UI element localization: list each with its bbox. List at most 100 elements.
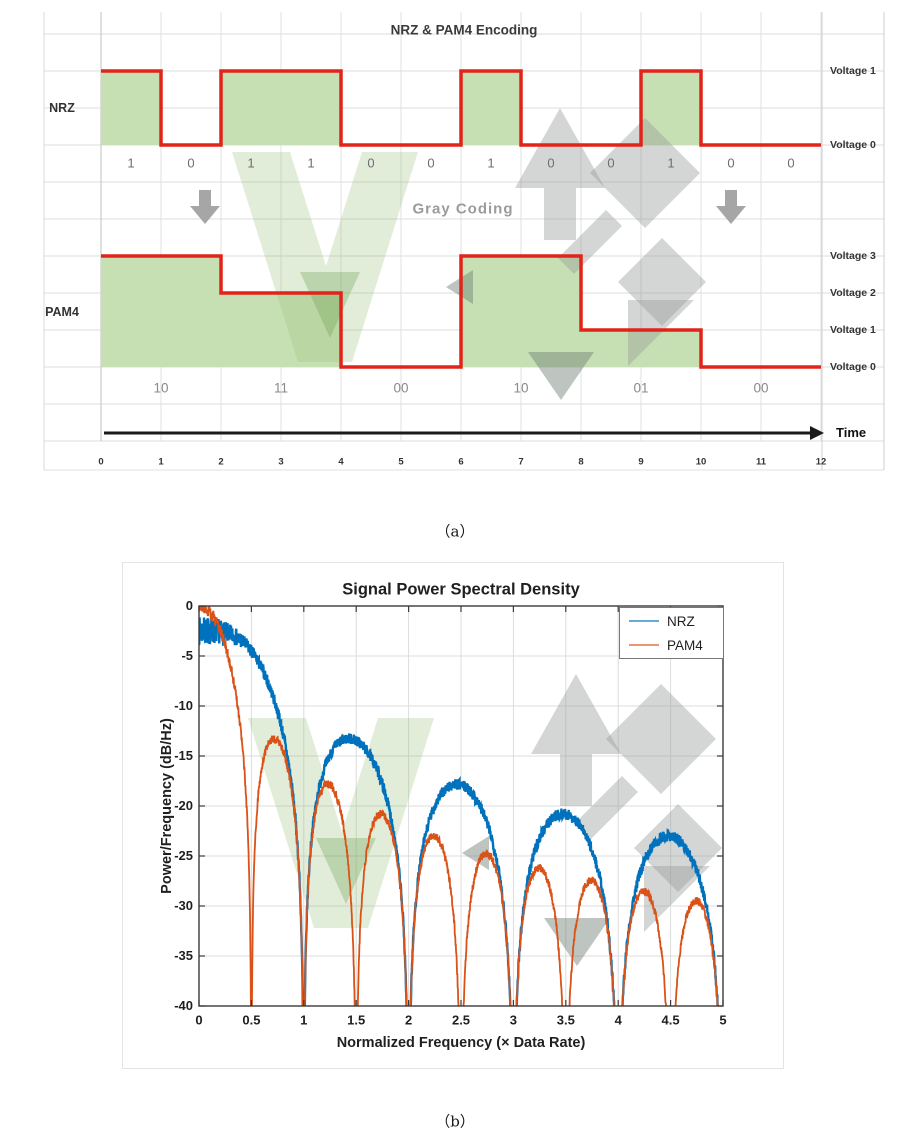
watermark-left-triangle	[462, 836, 489, 870]
pam4-legend-line-swatch	[629, 644, 659, 646]
psd-legend: NRZ PAM4	[619, 607, 724, 659]
nrz-legend-line-swatch	[629, 620, 659, 622]
nrz-bit-label: 0	[367, 155, 375, 171]
pam4-symbol-fill	[221, 293, 341, 367]
watermark-up-arrow-head	[531, 674, 621, 754]
nrz-legend-label: NRZ	[667, 613, 695, 629]
time-tick-label: 10	[695, 456, 707, 468]
psd-y-tick-label: -20	[174, 798, 193, 813]
time-tick-label: 5	[398, 456, 404, 468]
watermark-slash-bar	[558, 210, 622, 274]
nrz-bit-label: 1	[127, 155, 135, 171]
time-tick-label: 3	[278, 456, 284, 468]
nrz-bit-label: 0	[187, 155, 195, 171]
time-tick-label: 0	[98, 456, 104, 468]
down-arrow-icon	[190, 190, 220, 224]
nrz-bit-label: 1	[307, 155, 315, 171]
psd-x-tick-label: 1.5	[347, 1012, 366, 1028]
time-tick-label: 7	[518, 456, 524, 468]
encoding-diagram-canvas	[43, 12, 885, 471]
nrz-bit-fill	[281, 71, 341, 145]
psd-y-tick-label: 0	[185, 598, 193, 613]
pam4-legend-label: PAM4	[667, 637, 703, 653]
excel-grid	[43, 12, 885, 471]
pam4-psd-curve	[199, 606, 719, 1006]
time-tick-label: 1	[158, 456, 164, 468]
pam4-voltage-label: Voltage 1	[830, 324, 876, 336]
psd-x-axis-label: Normalized Frequency (× Data Rate)	[336, 1035, 586, 1051]
time-tick-label: 8	[578, 456, 584, 468]
pam4-symbol-fill	[461, 256, 581, 367]
time-tick-label: 6	[458, 456, 464, 468]
watermark-slash-bar	[574, 776, 638, 840]
psd-y-tick-label: -40	[174, 998, 193, 1013]
nrz-bit-label: 0	[607, 155, 615, 171]
pam4-waveform	[101, 254, 821, 369]
psd-tick-marks	[198, 605, 724, 1007]
nrz-bit-label: 0	[787, 155, 795, 171]
nrz-bit-label: 0	[727, 155, 735, 171]
pam4-symbol-label: 00	[753, 380, 769, 396]
psd-x-tick-label: 2.5	[451, 1012, 471, 1028]
gray-coding-annotation: Gray Coding	[412, 200, 514, 218]
pam4-voltage-label: Voltage 0	[830, 361, 876, 373]
nrz-bit-label: 0	[547, 155, 555, 171]
legend-entry-pam4: PAM4	[620, 633, 723, 657]
pam4-voltage-label: Voltage 3	[830, 250, 876, 262]
nrz-psd-curve	[199, 617, 720, 1006]
time-tick-label: 2	[218, 456, 224, 468]
psd-y-tick-label: -25	[174, 848, 193, 863]
psd-curves	[199, 606, 720, 1006]
signal-fills	[101, 71, 701, 367]
nrz-bit-label: 0	[427, 155, 435, 171]
pam4-row-label: PAM4	[45, 305, 79, 319]
pam4-symbol-label: 10	[153, 380, 169, 396]
legend-entry-nrz: NRZ	[620, 609, 723, 633]
pam4-voltage-label: Voltage 2	[830, 287, 876, 299]
time-axis-arrowhead	[810, 426, 824, 440]
time-tick-label: 12	[815, 456, 827, 468]
watermark-letter-v	[232, 152, 418, 362]
psd-x-tick-label: 3	[509, 1012, 518, 1028]
psd-chart-canvas	[198, 605, 724, 1007]
pam4-symbol-label: 00	[393, 380, 409, 396]
psd-y-tick-label: -30	[174, 898, 193, 913]
watermark-diamond-large	[606, 684, 716, 794]
psd-y-tick-label: -10	[174, 698, 193, 713]
psd-chart-title: Signal Power Spectral Density	[342, 580, 580, 599]
psd-x-tick-label: 3.5	[556, 1012, 575, 1028]
watermark-up-arrow-head	[515, 108, 605, 188]
watermark	[232, 108, 706, 400]
time-tick-label: 4	[338, 456, 344, 468]
pam4-symbol-fill	[581, 330, 701, 367]
time-axis-label: Time	[836, 425, 867, 440]
watermark-up-arrow-stem	[544, 188, 576, 240]
psd-x-tick-label: 0.5	[242, 1012, 261, 1028]
watermark-letter-v	[248, 718, 434, 928]
watermark-corner-arrow	[644, 866, 710, 932]
watermark-up-arrow-stem	[560, 754, 592, 806]
nrz-bit-fill	[641, 71, 701, 145]
watermark-diamond-small	[634, 804, 722, 892]
watermark-down-triangle	[544, 918, 610, 966]
watermark	[248, 674, 722, 966]
psd-grid	[199, 606, 723, 1006]
nrz-bit-label: 1	[247, 155, 255, 171]
watermark-diamond-small	[618, 238, 706, 326]
watermark-corner-arrow	[628, 300, 694, 366]
psd-x-tick-label: 4.5	[661, 1012, 680, 1028]
caption-a: （a）	[435, 522, 475, 541]
encoding-diagram-title: NRZ & PAM4 Encoding	[390, 22, 538, 38]
nrz-bit-label: 1	[487, 155, 495, 171]
nrz-bit-fill	[461, 71, 521, 145]
nrz-bit-fill	[221, 71, 281, 145]
pam4-symbol-fill	[101, 256, 221, 367]
nrz-bit-label: 1	[667, 155, 675, 171]
psd-x-tick-label: 4	[614, 1012, 622, 1028]
figure-b-frame	[122, 562, 784, 1069]
psd-x-tick-label: 1	[300, 1012, 308, 1028]
nrz-bit-fill	[101, 71, 161, 145]
pam4-symbol-label: 01	[633, 380, 649, 396]
nrz-row-label: NRZ	[49, 101, 75, 115]
